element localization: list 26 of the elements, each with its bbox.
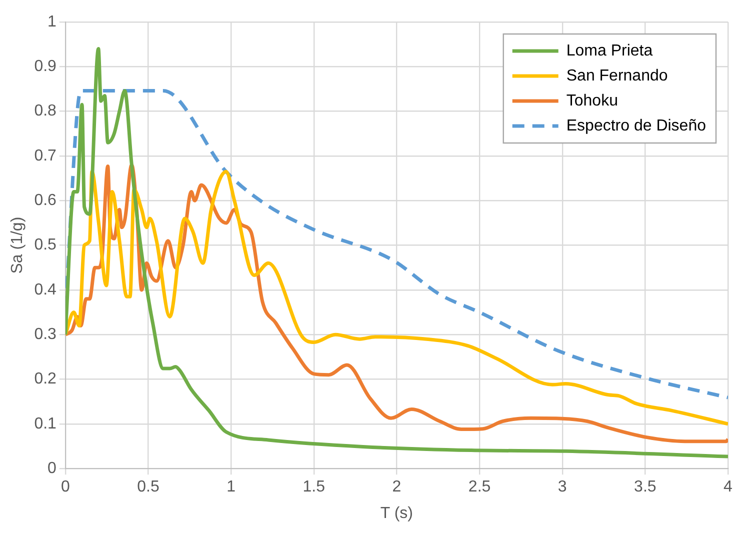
y-tick-label: 0.2 [34, 370, 57, 388]
x-tick-label: 0.5 [137, 478, 160, 496]
x-tick-label: 2 [392, 478, 402, 496]
legend-label: San Fernando [566, 67, 668, 84]
y-tick-label: 0.3 [34, 326, 57, 344]
y-tick-label: 0.9 [34, 58, 57, 76]
y-tick-label: 0.4 [34, 281, 57, 298]
y-tick-label: 0 [48, 460, 57, 478]
y-tick-label: 0.1 [34, 415, 57, 432]
legend-label: Tohoku [566, 92, 618, 110]
legend-label: Espectro de Diseño [566, 117, 706, 134]
y-axis-title: Sa (1/g) [9, 216, 26, 274]
x-tick-label: 4 [724, 478, 733, 496]
x-tick-label: 3.5 [634, 478, 656, 496]
x-tick-label: 0 [60, 478, 70, 496]
y-tick-label: 0.6 [34, 192, 57, 210]
x-tick-label: 2.5 [468, 478, 491, 496]
x-tick-label: 1.5 [302, 478, 326, 496]
x-tick-label: 3 [558, 478, 567, 496]
y-tick-label: 1 [48, 13, 57, 30]
y-tick-label: 0.7 [34, 147, 57, 164]
y-tick-label: 0.8 [34, 102, 57, 120]
legend-label: Loma Prieta [566, 42, 653, 60]
y-tick-label: 0.5 [34, 236, 57, 254]
x-axis-title: T (s) [380, 504, 414, 522]
x-tick-label: 1 [226, 478, 236, 496]
